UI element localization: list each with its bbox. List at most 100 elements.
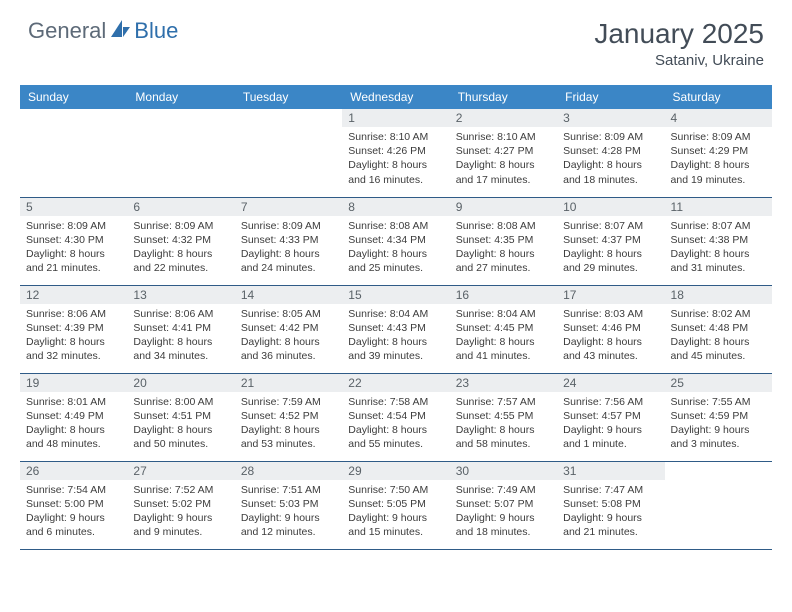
weekday-header: Saturday [665,85,772,109]
brand-text-2: Blue [134,18,178,44]
day-data: Sunrise: 7:52 AMSunset: 5:02 PMDaylight:… [127,480,234,544]
day-number: 4 [665,109,772,127]
weekday-header: Monday [127,85,234,109]
calendar-cell [20,109,127,197]
day-number: 30 [450,462,557,480]
day-data: Sunrise: 7:50 AMSunset: 5:05 PMDaylight:… [342,480,449,544]
day-data: Sunrise: 8:07 AMSunset: 4:37 PMDaylight:… [557,216,664,280]
day-data: Sunrise: 7:58 AMSunset: 4:54 PMDaylight:… [342,392,449,456]
calendar-cell: 7Sunrise: 8:09 AMSunset: 4:33 PMDaylight… [235,197,342,285]
day-number: 16 [450,286,557,304]
day-number: 15 [342,286,449,304]
calendar-cell: 16Sunrise: 8:04 AMSunset: 4:45 PMDayligh… [450,285,557,373]
calendar-cell: 3Sunrise: 8:09 AMSunset: 4:28 PMDaylight… [557,109,664,197]
calendar-cell: 15Sunrise: 8:04 AMSunset: 4:43 PMDayligh… [342,285,449,373]
day-number: 27 [127,462,234,480]
day-data: Sunrise: 8:08 AMSunset: 4:34 PMDaylight:… [342,216,449,280]
day-number: 14 [235,286,342,304]
day-number: 25 [665,374,772,392]
day-data: Sunrise: 8:10 AMSunset: 4:27 PMDaylight:… [450,127,557,191]
day-number: 5 [20,198,127,216]
day-number: 17 [557,286,664,304]
calendar-week-row: 1Sunrise: 8:10 AMSunset: 4:26 PMDaylight… [20,109,772,197]
calendar-cell: 25Sunrise: 7:55 AMSunset: 4:59 PMDayligh… [665,373,772,461]
day-number: 1 [342,109,449,127]
day-number: 12 [20,286,127,304]
day-data: Sunrise: 8:09 AMSunset: 4:28 PMDaylight:… [557,127,664,191]
day-data: Sunrise: 8:04 AMSunset: 4:43 PMDaylight:… [342,304,449,368]
day-data: Sunrise: 8:01 AMSunset: 4:49 PMDaylight:… [20,392,127,456]
calendar-cell: 17Sunrise: 8:03 AMSunset: 4:46 PMDayligh… [557,285,664,373]
title-block: January 2025 Sataniv, Ukraine [594,18,764,69]
header: General Blue January 2025 Sataniv, Ukrai… [0,0,792,77]
sail-icon [110,19,132,44]
calendar-cell: 6Sunrise: 8:09 AMSunset: 4:32 PMDaylight… [127,197,234,285]
weekday-header-row: SundayMondayTuesdayWednesdayThursdayFrid… [20,85,772,109]
calendar-cell: 21Sunrise: 7:59 AMSunset: 4:52 PMDayligh… [235,373,342,461]
calendar-cell [235,109,342,197]
day-data: Sunrise: 8:02 AMSunset: 4:48 PMDaylight:… [665,304,772,368]
day-data: Sunrise: 8:07 AMSunset: 4:38 PMDaylight:… [665,216,772,280]
day-number: 26 [20,462,127,480]
calendar-cell [127,109,234,197]
day-data: Sunrise: 8:09 AMSunset: 4:29 PMDaylight:… [665,127,772,191]
day-data: Sunrise: 7:47 AMSunset: 5:08 PMDaylight:… [557,480,664,544]
calendar-cell: 10Sunrise: 8:07 AMSunset: 4:37 PMDayligh… [557,197,664,285]
calendar-cell: 18Sunrise: 8:02 AMSunset: 4:48 PMDayligh… [665,285,772,373]
day-data: Sunrise: 7:49 AMSunset: 5:07 PMDaylight:… [450,480,557,544]
calendar-cell: 2Sunrise: 8:10 AMSunset: 4:27 PMDaylight… [450,109,557,197]
calendar-cell: 9Sunrise: 8:08 AMSunset: 4:35 PMDaylight… [450,197,557,285]
day-number: 3 [557,109,664,127]
day-number: 7 [235,198,342,216]
weekday-header: Sunday [20,85,127,109]
day-data: Sunrise: 8:05 AMSunset: 4:42 PMDaylight:… [235,304,342,368]
weekday-header: Wednesday [342,85,449,109]
day-data: Sunrise: 8:09 AMSunset: 4:33 PMDaylight:… [235,216,342,280]
day-number: 6 [127,198,234,216]
calendar-table: SundayMondayTuesdayWednesdayThursdayFrid… [20,85,772,550]
weekday-header: Friday [557,85,664,109]
day-number: 2 [450,109,557,127]
day-number: 9 [450,198,557,216]
day-data: Sunrise: 8:00 AMSunset: 4:51 PMDaylight:… [127,392,234,456]
calendar-cell: 11Sunrise: 8:07 AMSunset: 4:38 PMDayligh… [665,197,772,285]
day-number: 19 [20,374,127,392]
calendar-cell: 28Sunrise: 7:51 AMSunset: 5:03 PMDayligh… [235,461,342,549]
brand-text-1: General [28,18,106,44]
day-data: Sunrise: 8:06 AMSunset: 4:41 PMDaylight:… [127,304,234,368]
calendar-body: 1Sunrise: 8:10 AMSunset: 4:26 PMDaylight… [20,109,772,549]
day-data: Sunrise: 8:08 AMSunset: 4:35 PMDaylight:… [450,216,557,280]
day-data: Sunrise: 7:59 AMSunset: 4:52 PMDaylight:… [235,392,342,456]
location-label: Sataniv, Ukraine [594,52,764,69]
day-number: 28 [235,462,342,480]
calendar-cell: 14Sunrise: 8:05 AMSunset: 4:42 PMDayligh… [235,285,342,373]
calendar-cell: 20Sunrise: 8:00 AMSunset: 4:51 PMDayligh… [127,373,234,461]
weekday-header: Tuesday [235,85,342,109]
day-data: Sunrise: 8:10 AMSunset: 4:26 PMDaylight:… [342,127,449,191]
day-data: Sunrise: 7:55 AMSunset: 4:59 PMDaylight:… [665,392,772,456]
calendar-cell: 5Sunrise: 8:09 AMSunset: 4:30 PMDaylight… [20,197,127,285]
day-data: Sunrise: 8:03 AMSunset: 4:46 PMDaylight:… [557,304,664,368]
day-number: 8 [342,198,449,216]
calendar-cell: 12Sunrise: 8:06 AMSunset: 4:39 PMDayligh… [20,285,127,373]
day-number: 22 [342,374,449,392]
day-data: Sunrise: 7:51 AMSunset: 5:03 PMDaylight:… [235,480,342,544]
calendar-cell: 1Sunrise: 8:10 AMSunset: 4:26 PMDaylight… [342,109,449,197]
day-number: 21 [235,374,342,392]
day-number: 31 [557,462,664,480]
day-number: 10 [557,198,664,216]
calendar-cell: 13Sunrise: 8:06 AMSunset: 4:41 PMDayligh… [127,285,234,373]
calendar-cell: 31Sunrise: 7:47 AMSunset: 5:08 PMDayligh… [557,461,664,549]
page-title: January 2025 [594,18,764,50]
brand-logo: General Blue [28,18,178,44]
calendar-week-row: 5Sunrise: 8:09 AMSunset: 4:30 PMDaylight… [20,197,772,285]
calendar-cell: 23Sunrise: 7:57 AMSunset: 4:55 PMDayligh… [450,373,557,461]
day-number: 13 [127,286,234,304]
weekday-header: Thursday [450,85,557,109]
day-number: 23 [450,374,557,392]
day-number: 20 [127,374,234,392]
day-data: Sunrise: 7:57 AMSunset: 4:55 PMDaylight:… [450,392,557,456]
calendar-cell: 8Sunrise: 8:08 AMSunset: 4:34 PMDaylight… [342,197,449,285]
calendar-cell: 26Sunrise: 7:54 AMSunset: 5:00 PMDayligh… [20,461,127,549]
day-number: 24 [557,374,664,392]
